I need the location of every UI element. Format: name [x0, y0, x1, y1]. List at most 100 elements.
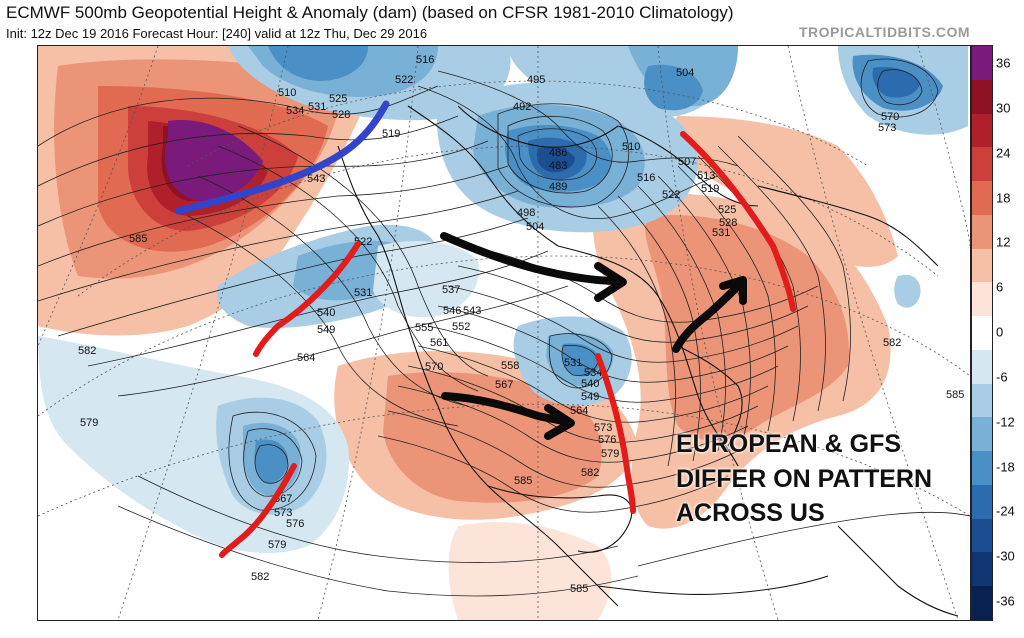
black-flow-arrow-south	[441, 392, 572, 426]
svg-text:495: 495	[527, 74, 545, 86]
svg-text:585: 585	[129, 233, 147, 245]
annotation-text-line-2: DIFFER ON PATTERN	[676, 465, 933, 493]
contour-labels: 510 525 531 534 528 522 516 519 495 492 …	[78, 54, 964, 595]
svg-text:513: 513	[697, 170, 715, 182]
annotation-text-line-3: ACROSS US	[676, 499, 825, 527]
red-trough-axis-atlantic	[680, 131, 796, 312]
colorbar-tick-label: 6	[996, 279, 1004, 295]
svg-text:525: 525	[718, 204, 736, 216]
svg-text:498: 498	[517, 207, 535, 219]
svg-text:573: 573	[878, 122, 896, 134]
svg-text:585: 585	[946, 389, 964, 401]
anomaly-colorbar	[971, 45, 993, 621]
red-trough-axis-central	[595, 353, 636, 514]
drawn-annotations	[174, 100, 796, 558]
svg-text:573: 573	[274, 507, 292, 519]
colorbar-tick-label: 12	[996, 234, 1011, 250]
black-flow-arrow-east	[672, 282, 742, 353]
svg-text:579: 579	[601, 448, 619, 460]
map-canvas: 510 525 531 534 528 522 516 519 495 492 …	[38, 46, 970, 620]
colorbar-tick-label: -24	[996, 503, 1015, 519]
weather-map: 510 525 531 534 528 522 516 519 495 492 …	[37, 45, 971, 621]
colorbar-segment	[972, 79, 992, 114]
svg-text:504: 504	[676, 67, 694, 79]
svg-text:522: 522	[395, 74, 413, 86]
svg-text:582: 582	[883, 337, 901, 349]
colorbar-tick-label: 18	[996, 190, 1011, 205]
svg-text:543: 543	[463, 305, 481, 317]
blue-ridge-axis-line	[174, 100, 390, 215]
svg-text:570: 570	[881, 111, 899, 123]
svg-text:483: 483	[549, 160, 567, 172]
svg-text:528: 528	[719, 217, 737, 229]
svg-text:528: 528	[332, 109, 350, 121]
colorbar-segment	[972, 46, 992, 81]
height-contours	[38, 58, 970, 597]
colorbar-tick-label: -12	[996, 414, 1015, 430]
colorbar-tick-label: -30	[996, 548, 1015, 564]
map-title: ECMWF 500mb Geopotential Height & Anomal…	[6, 3, 734, 22]
svg-text:579: 579	[80, 417, 98, 429]
colorbar-tick-label: -6	[996, 369, 1008, 385]
svg-text:534: 534	[286, 105, 304, 117]
colorbar-segment	[972, 214, 992, 250]
svg-text:579: 579	[268, 539, 286, 551]
coastlines	[337, 105, 959, 617]
colorbar-segment	[972, 484, 992, 520]
map-subtitle: Init: 12z Dec 19 2016 Forecast Hour: [24…	[6, 26, 428, 41]
svg-text:555: 555	[415, 322, 433, 334]
svg-text:585: 585	[570, 583, 588, 595]
svg-text:522: 522	[662, 189, 680, 201]
svg-text:504: 504	[526, 221, 544, 233]
svg-text:525: 525	[329, 93, 347, 105]
annotation-text-line-1: EUROPEAN & GFS	[676, 430, 902, 458]
colorbar-segment	[972, 552, 992, 587]
colorbar-tick-label: -36	[996, 593, 1015, 609]
svg-text:510: 510	[278, 87, 296, 99]
svg-text:537: 537	[442, 284, 460, 296]
colorbar-segment	[972, 147, 992, 182]
svg-text:582: 582	[581, 467, 599, 479]
svg-text:549: 549	[317, 324, 335, 336]
colorbar-segment	[972, 282, 992, 317]
svg-text:510: 510	[622, 141, 640, 153]
svg-text:540: 540	[581, 378, 599, 390]
svg-text:561: 561	[430, 337, 448, 349]
black-flow-arrow-north	[440, 232, 622, 285]
colorbar-tick-label: 36	[996, 55, 1011, 71]
red-trough-axis-pacific	[219, 463, 297, 558]
svg-text:564: 564	[297, 352, 315, 364]
colorbar-tick-label: -18	[996, 459, 1015, 474]
svg-text:531: 531	[712, 227, 730, 239]
colorbar-segment	[972, 383, 992, 418]
colorbar-tick-label: 0	[996, 324, 1004, 340]
svg-text:546: 546	[443, 305, 461, 317]
svg-text:570: 570	[425, 361, 443, 373]
colorbar-segment	[972, 451, 992, 486]
colorbar-segment	[972, 113, 992, 148]
svg-text:582: 582	[78, 345, 96, 357]
site-watermark: TROPICALTIDBITS.COM	[798, 24, 970, 40]
svg-text:516: 516	[416, 54, 434, 66]
colorbar-segment	[972, 181, 992, 216]
colorbar-tick-label: 30	[996, 100, 1011, 116]
svg-text:519: 519	[382, 128, 400, 140]
svg-text:516: 516	[637, 172, 655, 184]
svg-text:564: 564	[570, 405, 588, 417]
svg-text:573: 573	[594, 422, 612, 434]
colorbar-segment	[972, 316, 992, 351]
svg-text:492: 492	[513, 101, 531, 113]
svg-text:549: 549	[581, 391, 599, 403]
svg-text:582: 582	[251, 571, 269, 583]
svg-text:585: 585	[514, 475, 532, 487]
svg-text:531: 531	[308, 101, 326, 113]
colorbar-segment	[972, 349, 992, 385]
colorbar-segment	[972, 417, 992, 452]
svg-text:576: 576	[598, 434, 616, 446]
colorbar-segment	[972, 518, 992, 553]
svg-text:489: 489	[549, 181, 567, 193]
svg-text:531: 531	[564, 357, 582, 369]
svg-text:486: 486	[549, 147, 567, 159]
svg-text:540: 540	[317, 307, 335, 319]
red-trough-axis-nw	[253, 241, 361, 357]
